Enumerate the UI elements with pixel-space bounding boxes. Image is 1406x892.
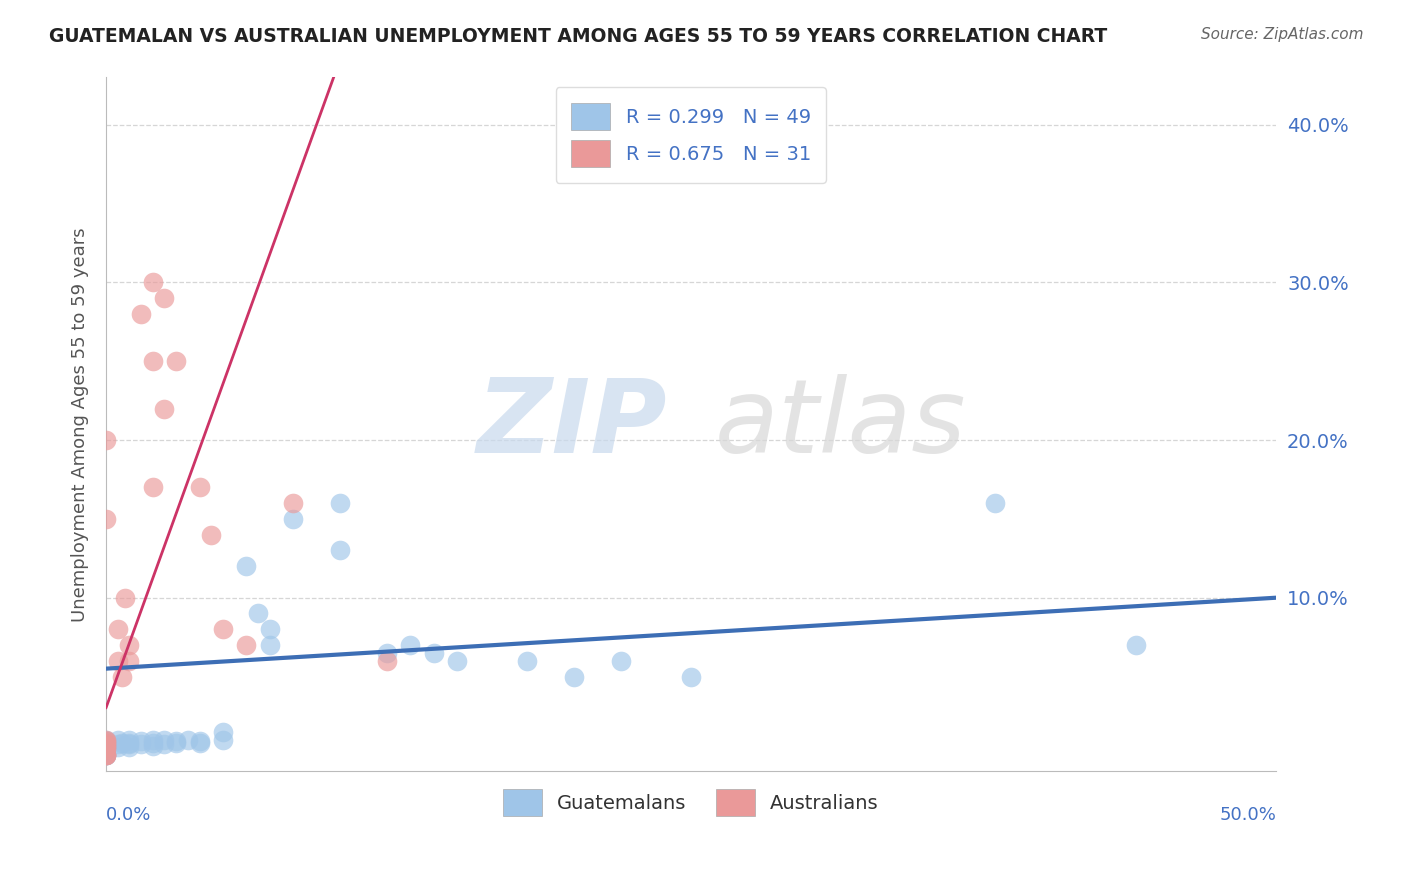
Point bbox=[118, 638, 141, 652]
Point bbox=[984, 496, 1007, 510]
Point bbox=[107, 654, 129, 668]
Point bbox=[422, 646, 444, 660]
Point bbox=[153, 737, 176, 751]
Point bbox=[153, 291, 176, 305]
Point bbox=[94, 732, 117, 747]
Point bbox=[562, 669, 585, 683]
Point bbox=[153, 732, 176, 747]
Point bbox=[107, 740, 129, 755]
Point bbox=[375, 654, 398, 668]
Point bbox=[118, 654, 141, 668]
Point bbox=[129, 737, 152, 751]
Point bbox=[142, 736, 165, 750]
Point bbox=[142, 732, 165, 747]
Point bbox=[107, 737, 129, 751]
Point bbox=[679, 669, 702, 683]
Point bbox=[165, 736, 187, 750]
Point bbox=[94, 734, 117, 748]
Point bbox=[94, 748, 117, 763]
Point bbox=[94, 739, 117, 753]
Point bbox=[188, 480, 211, 494]
Point bbox=[94, 742, 117, 756]
Text: 0.0%: 0.0% bbox=[105, 805, 152, 824]
Point bbox=[235, 559, 257, 574]
Point bbox=[118, 736, 141, 750]
Point bbox=[446, 654, 468, 668]
Point bbox=[107, 732, 129, 747]
Point bbox=[212, 622, 235, 636]
Point bbox=[329, 543, 352, 558]
Point bbox=[281, 496, 304, 510]
Text: Source: ZipAtlas.com: Source: ZipAtlas.com bbox=[1201, 27, 1364, 42]
Point bbox=[609, 654, 631, 668]
Point bbox=[94, 740, 117, 755]
Point bbox=[200, 527, 222, 541]
Point bbox=[259, 638, 281, 652]
Point bbox=[1125, 638, 1147, 652]
Point bbox=[107, 622, 129, 636]
Point bbox=[165, 734, 187, 748]
Point bbox=[94, 737, 117, 751]
Text: 50.0%: 50.0% bbox=[1219, 805, 1277, 824]
Point bbox=[212, 724, 235, 739]
Point bbox=[165, 354, 187, 368]
Point bbox=[142, 276, 165, 290]
Text: ZIP: ZIP bbox=[477, 374, 668, 475]
Point bbox=[516, 654, 538, 668]
Point bbox=[111, 669, 134, 683]
Point bbox=[114, 591, 136, 605]
Point bbox=[177, 732, 200, 747]
Point bbox=[94, 748, 117, 763]
Point bbox=[375, 646, 398, 660]
Point bbox=[94, 736, 117, 750]
Point bbox=[118, 732, 141, 747]
Point bbox=[94, 512, 117, 526]
Text: atlas: atlas bbox=[714, 375, 966, 475]
Point bbox=[94, 433, 117, 447]
Point bbox=[94, 736, 117, 750]
Point bbox=[281, 512, 304, 526]
Point bbox=[142, 480, 165, 494]
Y-axis label: Unemployment Among Ages 55 to 59 years: Unemployment Among Ages 55 to 59 years bbox=[72, 227, 89, 622]
Point bbox=[94, 740, 117, 755]
Point bbox=[399, 638, 422, 652]
Point bbox=[235, 638, 257, 652]
Text: GUATEMALAN VS AUSTRALIAN UNEMPLOYMENT AMONG AGES 55 TO 59 YEARS CORRELATION CHAR: GUATEMALAN VS AUSTRALIAN UNEMPLOYMENT AM… bbox=[49, 27, 1108, 45]
Point bbox=[94, 740, 117, 755]
Legend: Guatemalans, Australians: Guatemalans, Australians bbox=[495, 780, 887, 824]
Point bbox=[212, 732, 235, 747]
Point bbox=[94, 748, 117, 763]
Point bbox=[142, 354, 165, 368]
Point bbox=[259, 622, 281, 636]
Point bbox=[329, 496, 352, 510]
Point bbox=[118, 737, 141, 751]
Point bbox=[153, 401, 176, 416]
Point bbox=[129, 307, 152, 321]
Point bbox=[94, 739, 117, 753]
Point bbox=[94, 737, 117, 751]
Point bbox=[188, 736, 211, 750]
Point bbox=[129, 734, 152, 748]
Point bbox=[94, 748, 117, 763]
Point bbox=[94, 748, 117, 763]
Point bbox=[142, 739, 165, 753]
Point bbox=[94, 748, 117, 763]
Point bbox=[188, 734, 211, 748]
Point bbox=[118, 740, 141, 755]
Point bbox=[247, 607, 270, 621]
Point bbox=[111, 736, 134, 750]
Point bbox=[94, 734, 117, 748]
Point bbox=[94, 732, 117, 747]
